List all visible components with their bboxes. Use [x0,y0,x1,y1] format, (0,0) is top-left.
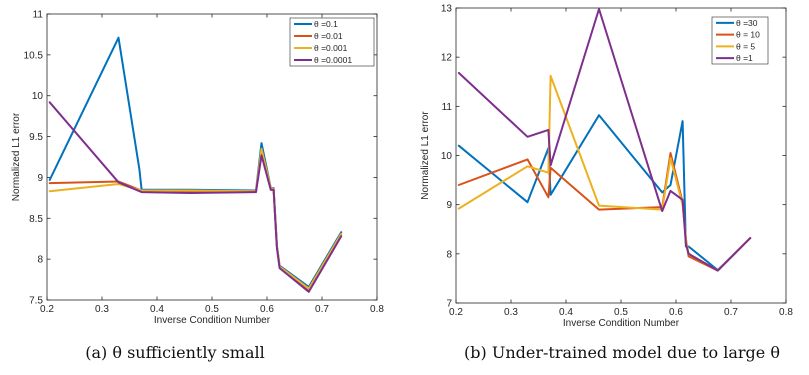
x-tick-label: 0.2 [40,304,54,315]
legend-label: θ =0.001 [314,43,348,53]
series-line-3 [48,101,343,293]
legend-label: θ =0.0001 [314,55,352,65]
y-tick-label: 9 [446,200,452,211]
series-line-2 [457,74,752,272]
y-tick-label: 9 [37,173,43,184]
series-line-1 [457,152,752,272]
legend-label: θ = 5 [736,41,755,51]
y-tick-label: 10.5 [24,50,44,61]
y-axis-label: Normalized L1 error [11,112,22,201]
x-tick-label: 0.6 [260,304,274,315]
y-tick-label: 8.5 [29,214,43,225]
series-line-0 [457,114,752,272]
x-tick-label: 0.4 [559,307,573,318]
y-tick-label: 9.5 [29,132,43,143]
y-tick-label: 7.5 [29,296,43,307]
x-tick-label: 0.3 [95,304,109,315]
legend-box [711,16,769,65]
y-tick-label: 7 [446,299,452,310]
y-tick-label: 11 [442,102,453,113]
legend-label: θ =0.1 [314,19,338,29]
y-tick-label: 10 [32,91,44,102]
chart-b: 0.2 0.3 0.4 0.5 0.6 0.7 0.8 7 8 9 10 11 12 13 Inverse … [420,4,793,363]
y-tick-label: 11 [33,10,44,21]
legend-box [289,17,375,67]
legend-label: θ = 10 [736,30,760,40]
chart-a: 0.2 0.3 0.4 0.5 0.6 0.7 0.8 7.5 8 8.5 9 9.5 10 10.5 11… [11,10,384,363]
legend-label: θ =0.01 [314,31,343,41]
x-tick-label: 0.2 [449,307,463,318]
x-tick-label: 0.5 [205,304,219,315]
x-tick-label: 0.3 [504,307,518,318]
x-tick-label: 0.7 [315,304,329,315]
y-axis-label: Normalized L1 error [420,111,431,200]
series-line-3 [457,8,752,272]
x-axis-label: Inverse Condition Number [563,318,680,329]
y-tick-label: 10 [441,151,453,162]
legend-label: θ =30 [736,18,758,28]
y-tick-label: 12 [441,53,453,64]
figure-caption: (b) Under-trained model due to large θ [464,343,780,362]
x-tick-label: 0.6 [669,307,683,318]
x-axis-label: Inverse Condition Number [154,315,271,326]
y-tick-label: 8 [446,249,452,260]
y-tick-label: 8 [37,255,43,266]
series-line-2 [48,147,343,290]
x-tick-label: 0.8 [370,304,384,315]
x-tick-label: 0.4 [150,304,164,315]
series-line-1 [48,151,343,292]
figure-caption: (a) θ sufficiently small [85,343,265,362]
legend-label: θ =1 [736,53,753,63]
y-tick-label: 13 [441,4,453,15]
x-tick-label: 0.8 [779,307,793,318]
x-tick-label: 0.7 [724,307,738,318]
series-line-0 [48,36,343,288]
x-tick-label: 0.5 [614,307,628,318]
